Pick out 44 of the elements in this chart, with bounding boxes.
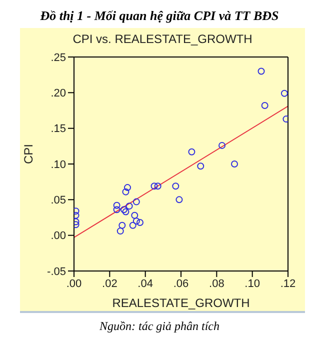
point (131, 212, 138, 219)
point (218, 142, 226, 149)
point (280, 90, 288, 97)
chart-title: Đồ thị 1 - Mối quan hệ giữa CPI và TT BĐS (39, 8, 280, 24)
point (113, 202, 120, 209)
x-tick-label: .12 (280, 278, 296, 290)
point (136, 218, 144, 226)
y-axis-title: CPI (21, 144, 36, 164)
point (122, 188, 130, 196)
point (118, 222, 126, 229)
point (197, 162, 204, 170)
point (122, 208, 130, 216)
x-tick-label: .08 (209, 278, 224, 290)
point (231, 160, 238, 168)
y-tick-label: .10 (50, 158, 66, 171)
y-tick-label: .15 (50, 123, 66, 136)
point (258, 68, 265, 75)
point (132, 198, 140, 206)
y-tick-label: .20 (50, 88, 66, 100)
point (172, 182, 180, 190)
point (129, 222, 136, 229)
point (154, 182, 162, 190)
point (261, 102, 268, 110)
x-axis-title: REALESTATE_GROWTH (112, 296, 250, 310)
x-tick-label: .06 (173, 278, 189, 290)
point (116, 228, 124, 235)
x-tick-label: .00 (66, 278, 82, 290)
x-tick-label: .02 (102, 278, 118, 290)
point (113, 206, 120, 214)
point (150, 182, 158, 190)
x-tick-label: .04 (138, 278, 153, 290)
point (120, 206, 128, 214)
point (124, 184, 131, 192)
point (176, 196, 183, 204)
y-tick-label: .05 (50, 194, 66, 207)
text: Nguồn: tác giả phân tích (98, 319, 220, 334)
y-tick-label: .25 (50, 52, 66, 64)
y-tick-label: .00 (50, 230, 66, 242)
y-tick-label: -.05 (47, 266, 66, 278)
point (132, 218, 140, 225)
point (126, 202, 133, 210)
point (188, 148, 196, 156)
x-tick-label: .10 (244, 278, 260, 290)
chart-subtitle: CPI vs. REALESTATE_GROWTH (72, 31, 254, 46)
